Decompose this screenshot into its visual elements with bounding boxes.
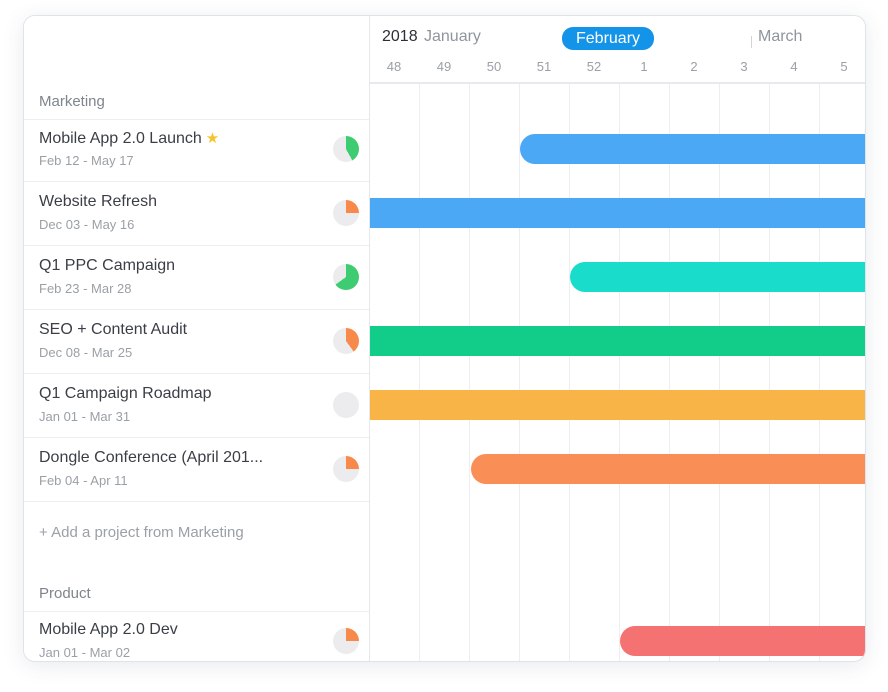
timeline-header: 2018 January February March 48 49 50 51 … xyxy=(370,16,865,84)
week-label: 50 xyxy=(486,59,502,74)
project-dates: Dec 08 - Mar 25 xyxy=(39,345,133,360)
week-label: 1 xyxy=(640,59,648,74)
project-title: SEO + Content Audit xyxy=(39,321,188,338)
project-row[interactable]: Q1 Campaign Roadmap Jan 01 - Mar 31 xyxy=(24,373,369,438)
week-label: 48 xyxy=(386,59,402,74)
month-january[interactable]: January xyxy=(424,28,481,45)
project-dates: Feb 12 - May 17 xyxy=(39,153,134,168)
week-label: 49 xyxy=(436,59,452,74)
week-label: 3 xyxy=(740,59,748,74)
project-dates: Feb 23 - Mar 28 xyxy=(39,281,132,296)
progress-pie-icon xyxy=(333,328,359,354)
progress-pie-icon xyxy=(333,200,359,226)
progress-pie-icon xyxy=(333,136,359,162)
month-february[interactable]: February xyxy=(562,27,655,50)
project-title: Website Refresh xyxy=(39,193,157,210)
project-row[interactable]: Mobile App 2.0 Launch ★ Feb 12 - May 17 xyxy=(24,117,369,182)
week-label: 52 xyxy=(586,59,602,74)
project-row[interactable]: SEO + Content Audit Dec 08 - Mar 25 xyxy=(24,309,369,374)
week-label: 5 xyxy=(840,59,848,74)
project-row[interactable]: Dongle Conference (April 201... Feb 04 -… xyxy=(24,437,369,502)
section-header-product: Product xyxy=(24,576,369,612)
gantt-bar-seo-content-audit[interactable] xyxy=(370,326,865,356)
project-dates: Dec 03 - May 16 xyxy=(39,217,135,232)
week-label: 51 xyxy=(536,59,552,74)
project-title: Mobile App 2.0 Launch xyxy=(39,130,202,147)
project-row[interactable]: Website Refresh Dec 03 - May 16 xyxy=(24,181,369,246)
project-title: Mobile App 2.0 Dev xyxy=(39,621,178,638)
progress-pie-icon xyxy=(333,264,359,290)
section-header-marketing: Marketing xyxy=(24,84,369,120)
project-list-panel: Marketing Mobile App 2.0 Launch ★ Feb 12 … xyxy=(24,16,370,661)
project-row[interactable]: Q1 PPC Campaign Feb 23 - Mar 28 xyxy=(24,245,369,310)
gantt-bar-q1-ppc-campaign[interactable] xyxy=(570,262,865,292)
gantt-bar-mobile-app-dev[interactable] xyxy=(620,626,865,656)
year-label: 2018 xyxy=(382,28,418,45)
gantt-bar-q1-campaign-roadmap[interactable] xyxy=(370,390,865,420)
gantt-bar-dongle-conference[interactable] xyxy=(471,454,865,484)
project-dates: Jan 01 - Mar 02 xyxy=(39,645,131,660)
progress-pie-icon xyxy=(333,392,359,418)
progress-pie-icon xyxy=(333,456,359,482)
star-icon[interactable]: ★ xyxy=(205,130,220,147)
week-label: 2 xyxy=(690,59,698,74)
gantt-timeline: 2018 January February March 48 49 50 51 … xyxy=(370,16,865,661)
week-label: 4 xyxy=(790,59,798,74)
add-project-link[interactable]: + Add a project from Marketing xyxy=(39,524,244,541)
project-title: Q1 Campaign Roadmap xyxy=(39,385,212,402)
progress-pie-icon xyxy=(333,628,359,654)
month-march[interactable]: March xyxy=(758,28,803,45)
roadmap-card: Marketing Mobile App 2.0 Launch ★ Feb 12 … xyxy=(23,15,866,662)
gantt-bar-mobile-app-launch[interactable] xyxy=(520,134,865,164)
gantt-bar-website-refresh[interactable] xyxy=(370,198,865,228)
project-dates: Jan 01 - Mar 31 xyxy=(39,409,131,424)
project-dates: Feb 04 - Apr 11 xyxy=(39,473,128,488)
project-row[interactable]: Mobile App 2.0 Dev Jan 01 - Mar 02 xyxy=(24,609,369,661)
project-title: Dongle Conference (April 201... xyxy=(39,449,264,466)
project-title: Q1 PPC Campaign xyxy=(39,257,176,274)
